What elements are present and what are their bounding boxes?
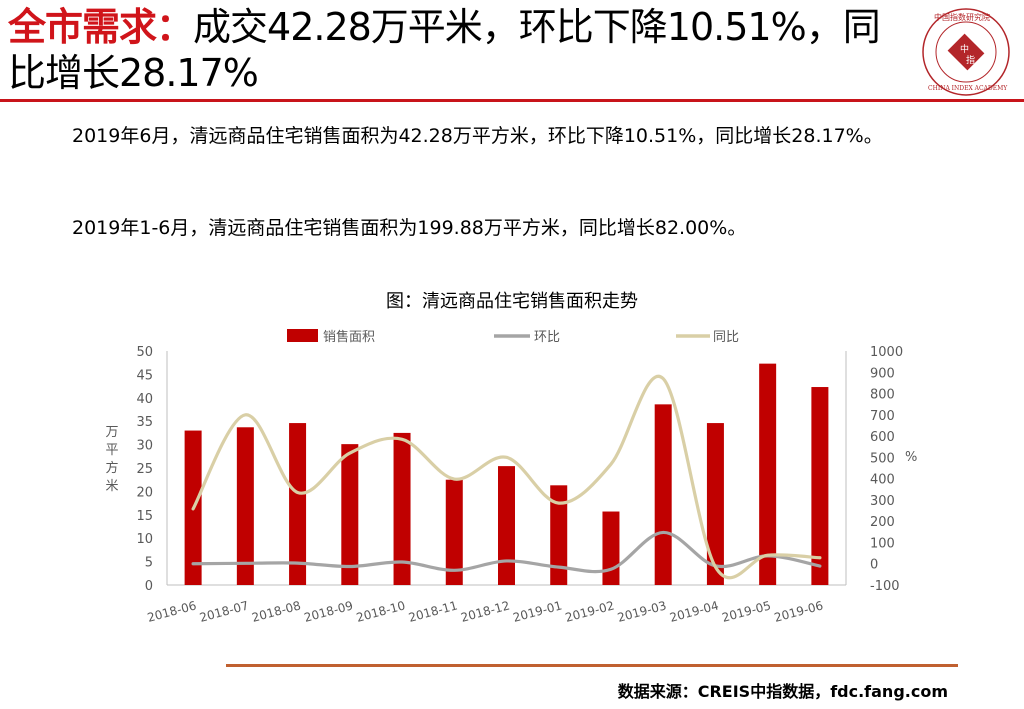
x-tick-label: 2019-04 [668,598,720,625]
right-tick-label: -100 [870,579,900,594]
left-tick-label: 0 [145,579,153,594]
right-tick-label: 300 [870,494,895,509]
logo-top-text: 中国指数研究院 [934,12,990,22]
bar [393,432,411,585]
left-tick-label: 10 [136,532,153,547]
legend-label-mom: 环比 [534,330,560,345]
right-tick-label: 800 [870,388,895,403]
right-tick-label: 600 [870,430,895,445]
x-tick-label: 2018-10 [355,598,407,625]
legend-label-bar: 销售面积 [323,329,375,345]
bar [811,387,829,585]
x-tick-label: 2018-08 [250,598,302,625]
x-tick-label: 2018-09 [303,598,355,625]
left-tick-label: 20 [136,485,153,500]
left-tick-label: 5 [145,556,153,571]
bar [289,423,307,585]
bar [341,444,359,585]
logo-center-top: 中 [960,43,969,55]
legend-label-yoy: 同比 [713,330,739,345]
left-axis-label: 万平方米 [105,425,118,494]
right-axis-label: % [905,450,917,465]
left-tick-label: 15 [136,509,153,524]
chart-title: 图：清远商品住宅销售面积走势 [386,291,638,312]
x-tick-label: 2018-07 [198,598,250,625]
right-tick-label: 400 [870,473,895,488]
bar [602,511,620,585]
x-tick-label: 2018-11 [407,598,459,625]
bar [654,404,672,585]
right-tick-label: 0 [870,558,878,573]
right-tick-label: 200 [870,515,895,530]
x-tick-label: 2019-02 [564,598,616,625]
legend-swatch-bar [287,329,318,342]
yoy-series-line [191,374,822,580]
paragraph-2: 2019年1-6月，清远商品住宅销售面积为199.88万平方米，同比增长82.0… [72,217,747,239]
right-tick-label: 700 [870,409,895,424]
paragraph-1: 2019年6月，清远商品住宅销售面积为42.28万平方米，环比下降10.51%，… [72,125,883,147]
left-tick-label: 50 [136,345,153,360]
bar [550,485,568,585]
bar [706,423,724,585]
left-tick-label: 35 [136,415,153,430]
logo-ring-text: CHINA INDEX ACADEMY [928,85,1008,92]
x-tick-label: 2019-01 [511,598,563,625]
left-tick-label: 25 [136,462,153,477]
bar [498,466,515,585]
page-title: 全市需求：成交42.28万平米，环比下降10.51%，同比增长28.17% [8,4,908,96]
left-tick-label: 40 [136,392,153,407]
data-source: 数据来源：CREIS中指数据，fdc.fang.com [617,682,948,701]
bar [759,363,777,585]
left-tick-label: 30 [136,439,153,454]
right-tick-label: 100 [870,536,895,551]
title-highlight: 全市需求： [8,5,194,49]
china-index-academy-logo: 中 指 中国指数研究院 CHINA INDEX ACADEMY [922,8,1010,96]
x-tick-label: 2018-06 [146,598,198,625]
bar [236,427,254,585]
bar [445,479,463,585]
right-tick-label: 900 [870,366,895,381]
logo-center-bottom: 指 [966,54,975,66]
x-tick-label: 2019-06 [773,598,825,625]
footer-divider [226,664,958,667]
x-tick-label: 2019-03 [616,598,668,625]
title-divider [0,99,1024,102]
right-tick-label: 1000 [870,345,903,360]
x-tick-label: 2019-05 [720,598,772,625]
title-rest: 成交42.28万平米，环比下降10.51%，同比增长28.17% [8,5,881,95]
x-tick-label: 2018-12 [459,598,511,625]
right-tick-label: 500 [870,451,895,466]
left-tick-label: 45 [136,368,153,383]
